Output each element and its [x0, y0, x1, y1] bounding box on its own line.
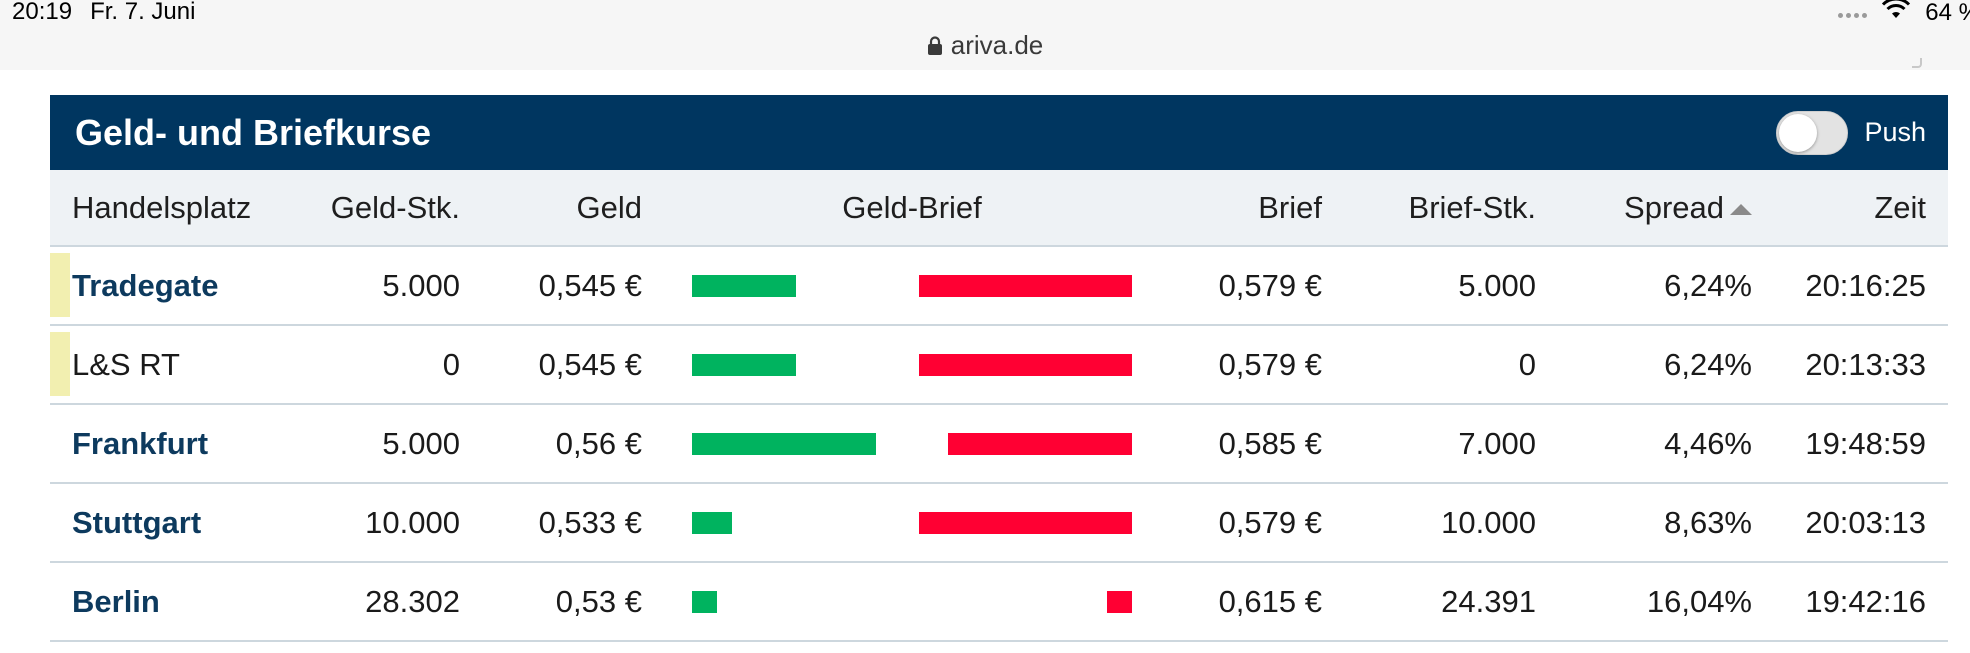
battery-percent: 64 %: [1925, 0, 1970, 26]
push-control: Push: [1776, 110, 1926, 155]
cell-handelsplatz: L&S RT: [50, 325, 298, 404]
cell-geld: 0,545 €: [538, 346, 642, 382]
table-header-row: Handelsplatz Geld-Stk. Geld Geld-Brief B…: [50, 170, 1948, 246]
geld-bar: [692, 354, 796, 376]
col-spread-label: Spread: [1624, 189, 1724, 225]
status-date: Fr. 7. Juni: [90, 0, 196, 25]
handelsplatz-name[interactable]: Frankfurt: [72, 425, 209, 461]
cell-brief: 0,585 €: [1218, 425, 1322, 461]
geld-brief-bars: [664, 247, 1160, 324]
cell-spread: 6,24%: [1664, 267, 1752, 303]
push-toggle[interactable]: [1776, 110, 1849, 155]
cell-geld: 0,533 €: [538, 504, 642, 540]
col-brief[interactable]: Brief: [1258, 189, 1322, 225]
geld-bar: [692, 275, 796, 297]
brief-bar: [919, 512, 1132, 534]
cell-spread: 6,24%: [1664, 346, 1752, 382]
status-bar-left: 20:19 Fr. 7. Juni: [12, 0, 195, 26]
col-handelsplatz[interactable]: Handelsplatz: [72, 189, 252, 225]
widget-header: Geld- und Briefkurse Push: [50, 95, 1948, 170]
handelsplatz-name[interactable]: Tradegate: [72, 267, 219, 303]
cell-handelsplatz: Frankfurt: [50, 404, 298, 483]
cell-geld: 0,53 €: [555, 583, 642, 619]
cell-geld-brief: [664, 483, 1160, 562]
col-geld-brief: Geld-Brief: [842, 189, 982, 225]
signal-icon: [1838, 13, 1868, 18]
status-bar-right: 64 %: [1838, 0, 1970, 27]
url-bar[interactable]: ariva.de: [0, 30, 1970, 63]
cell-brief-stk: 0: [1518, 346, 1536, 382]
table-row: Frankfurt 5.000 0,56 € 0,585 € 7.000 4,46% 19:…: [50, 404, 1948, 483]
cell-geld-brief: [664, 562, 1160, 641]
status-time: 20:19: [12, 0, 73, 25]
cell-geld-stk: 28.302: [365, 583, 460, 619]
col-spread[interactable]: Spread: [1558, 170, 1774, 246]
sort-ascending-icon: [1730, 203, 1752, 215]
cell-geld-stk: 5.000: [382, 425, 460, 461]
col-brief-stk[interactable]: Brief-Stk.: [1408, 189, 1536, 225]
cell-brief-stk: 10.000: [1441, 504, 1536, 540]
brief-bar: [919, 354, 1132, 376]
quotes-widget: Geld- und Briefkurse Push Handelsplatz G…: [50, 95, 1948, 642]
geld-brief-bars: [664, 484, 1160, 561]
handelsplatz-name[interactable]: Stuttgart: [72, 504, 202, 540]
table-row: Berlin 28.302 0,53 € 0,615 € 24.391 16,04% 19:…: [50, 562, 1948, 641]
cell-brief: 0,615 €: [1218, 583, 1322, 619]
quotes-table: Handelsplatz Geld-Stk. Geld Geld-Brief B…: [50, 170, 1948, 642]
geld-bar: [692, 591, 717, 613]
cell-zeit: 20:13:33: [1805, 346, 1926, 382]
cell-geld-stk: 0: [442, 346, 460, 382]
cell-spread: 4,46%: [1664, 425, 1752, 461]
geld-bar: [692, 512, 732, 534]
highlight-marker: [50, 253, 70, 317]
cell-brief-stk: 24.391: [1441, 583, 1536, 619]
brief-bar: [948, 433, 1132, 455]
handelsplatz-name[interactable]: Berlin: [72, 583, 160, 619]
push-label: Push: [1864, 117, 1926, 147]
cell-geld-stk: 5.000: [382, 267, 460, 303]
cell-zeit: 20:16:25: [1805, 267, 1926, 303]
cell-brief-stk: 5.000: [1458, 267, 1536, 303]
browser-chrome: 20:19 Fr. 7. Juni 64 % ariva.de: [0, 0, 1970, 70]
cell-handelsplatz: Tradegate: [50, 246, 298, 325]
cell-geld-stk: 10.000: [365, 504, 460, 540]
scroll-indicator: [1912, 58, 1922, 68]
table-row: Stuttgart 10.000 0,533 € 0,579 € 10.000 8,63%…: [50, 483, 1948, 562]
lock-icon: [927, 32, 943, 63]
col-geld-stk[interactable]: Geld-Stk.: [330, 189, 460, 225]
cell-geld: 0,56 €: [555, 425, 642, 461]
handelsplatz-name: L&S RT: [72, 346, 180, 382]
table-row: Tradegate 5.000 0,545 € 0,579 € 5.000 6,24% 20…: [50, 246, 1948, 325]
brief-bar: [919, 275, 1132, 297]
cell-handelsplatz: Berlin: [50, 562, 298, 641]
geld-brief-bars: [664, 563, 1160, 640]
cell-zeit: 19:48:59: [1805, 425, 1926, 461]
geld-brief-bars: [664, 326, 1160, 403]
cell-geld-brief: [664, 325, 1160, 404]
highlight-marker: [50, 332, 70, 396]
cell-geld-brief: [664, 246, 1160, 325]
cell-geld-brief: [664, 404, 1160, 483]
cell-geld: 0,545 €: [538, 267, 642, 303]
geld-bar: [692, 433, 876, 455]
widget-title: Geld- und Briefkurse: [75, 111, 432, 153]
cell-brief: 0,579 €: [1218, 504, 1322, 540]
cell-zeit: 20:03:13: [1805, 504, 1926, 540]
cell-brief: 0,579 €: [1218, 346, 1322, 382]
col-geld[interactable]: Geld: [576, 189, 642, 225]
cell-handelsplatz: Stuttgart: [50, 483, 298, 562]
col-zeit[interactable]: Zeit: [1874, 189, 1926, 225]
cell-spread: 8,63%: [1664, 504, 1752, 540]
toggle-knob: [1779, 113, 1818, 152]
cell-zeit: 19:42:16: [1805, 583, 1926, 619]
table-row: L&S RT 0 0,545 € 0,579 € 0 6,24% 20:13:33: [50, 325, 1948, 404]
brief-bar: [1107, 591, 1132, 613]
cell-brief-stk: 7.000: [1458, 425, 1536, 461]
cell-spread: 16,04%: [1646, 583, 1752, 619]
wifi-icon: [1881, 0, 1911, 27]
cell-brief: 0,579 €: [1218, 267, 1322, 303]
geld-brief-bars: [664, 405, 1160, 482]
url-text: ariva.de: [950, 30, 1044, 60]
